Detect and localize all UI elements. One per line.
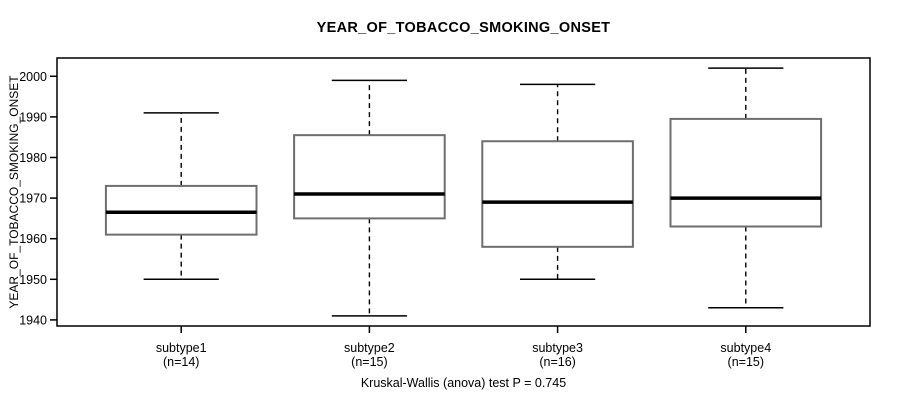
boxplot-subtype4 xyxy=(669,67,823,309)
iqr-box xyxy=(293,134,446,220)
y-axis-tick-label: 1980 xyxy=(19,151,47,165)
y-axis-title: YEAR_OF_TOBACCO_SMOKING_ONSET xyxy=(7,75,21,309)
y-axis-tick-label: 1990 xyxy=(19,110,47,124)
iqr-box xyxy=(104,184,258,236)
x-axis-n-label-subtype4: (n=15) xyxy=(728,355,764,369)
iqr-box xyxy=(481,140,634,248)
y-axis-tick-label: 1940 xyxy=(19,313,47,327)
y-axis-tick-label: 2000 xyxy=(19,70,47,84)
plot-frame xyxy=(56,57,871,327)
y-axis-tick-label: 1950 xyxy=(19,273,47,287)
boxplot-subtype1 xyxy=(104,112,258,281)
y-axis-tick-label: 1960 xyxy=(19,232,47,246)
x-axis-label-subtype1: subtype1 xyxy=(156,341,207,355)
x-axis-n-label-subtype2: (n=15) xyxy=(351,355,387,369)
x-axis-label-subtype3: subtype3 xyxy=(532,341,583,355)
chart-title: YEAR_OF_TOBACCO_SMOKING_ONSET xyxy=(316,20,611,36)
boxplot-subtype3 xyxy=(481,83,634,281)
boxplot-subtype2 xyxy=(293,79,446,317)
x-axis-label-subtype4: subtype4 xyxy=(720,341,771,355)
y-axis-tick-label: 1970 xyxy=(19,192,47,206)
x-axis-label-subtype2: subtype2 xyxy=(344,341,395,355)
x-axis-n-label-subtype3: (n=16) xyxy=(539,355,575,369)
stats-caption: Kruskal-Wallis (anova) test P = 0.745 xyxy=(360,376,567,390)
iqr-box xyxy=(669,117,823,228)
x-axis-n-label-subtype1: (n=14) xyxy=(163,355,199,369)
